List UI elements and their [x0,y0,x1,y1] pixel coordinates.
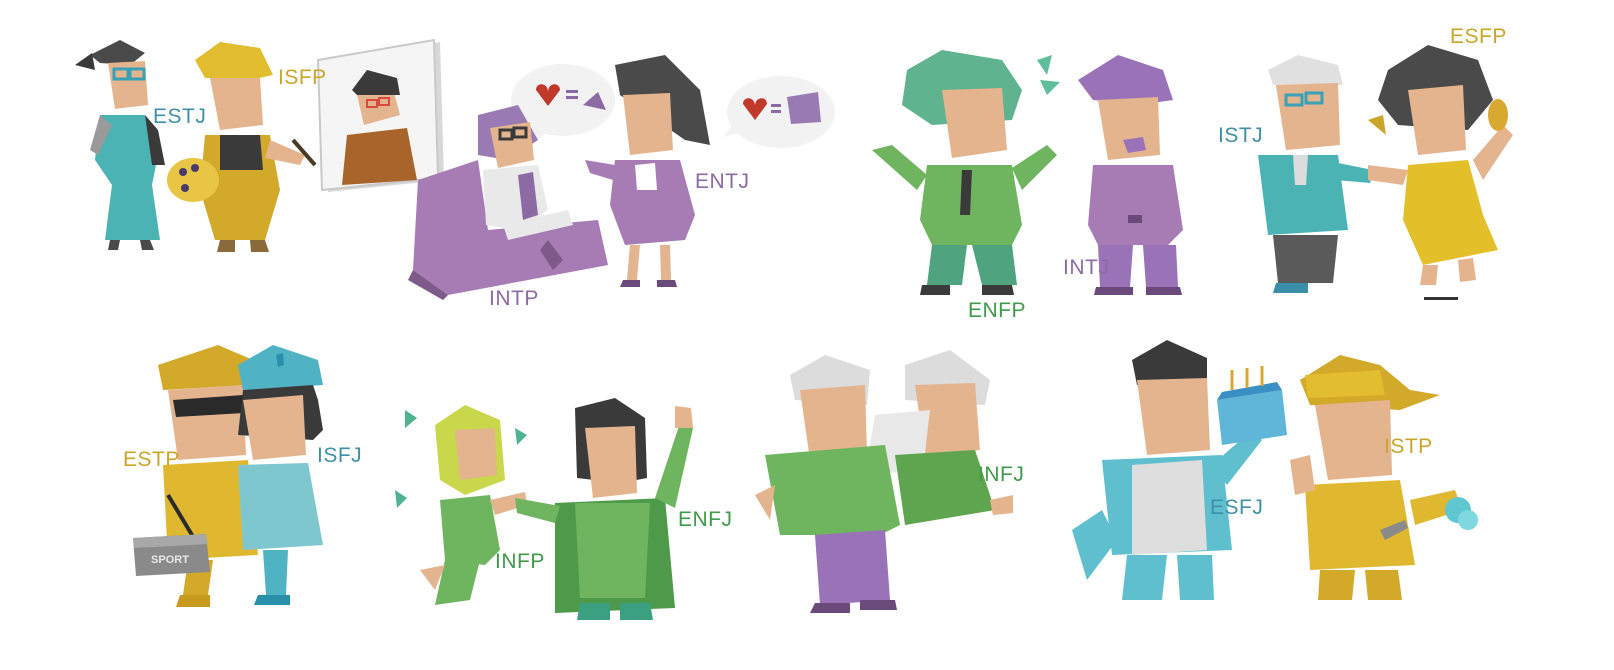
intp-character-illustration [408,105,608,300]
speech-bubble-heart-icon-2 [723,76,835,148]
enfp-character-illustration [872,50,1060,295]
isfj-label: ISFJ [317,444,363,467]
sport-bag-text: SPORT [151,554,189,566]
underline-dash [1424,297,1458,300]
enfp-label: ENFP [968,299,1027,322]
sport-bag-icon: SPORT [133,534,210,576]
esfp-character-illustration [1368,45,1513,285]
estj-character-illustration [75,40,165,250]
istj-label: ISTJ [1218,124,1264,147]
enfj-label: ENFJ [678,508,733,531]
istp-character-illustration [1290,355,1478,600]
istj-character-illustration [1258,55,1373,293]
estp-label: ESTP [123,448,180,471]
infp-character-illustration [395,405,527,605]
estp-character-illustration [158,345,258,607]
istp-label: ISTP [1384,435,1433,458]
isfp-label: ISFP [278,66,327,89]
isfp-character-illustration [167,42,317,252]
isfj-character-illustration [238,345,323,605]
estj-label: ESTJ [153,105,207,128]
entj-label: ENTJ [695,170,750,193]
infj-character-illustration [755,350,1013,613]
intp-label: INTP [489,287,539,310]
infj-label: INFJ [978,463,1025,486]
entj-character-illustration [585,55,710,287]
enfj-character-illustration [515,398,693,620]
esfj-label: ESFJ [1210,496,1264,519]
infp-label: INFP [495,550,545,573]
esfj-character-illustration [1072,340,1287,600]
intj-label: INTJ [1063,256,1110,279]
esfp-label: ESFP [1450,25,1507,48]
canvas-painting-illustration [316,38,444,192]
speech-bubble-heart-icon [511,64,615,142]
intj-character-illustration [1078,55,1183,295]
